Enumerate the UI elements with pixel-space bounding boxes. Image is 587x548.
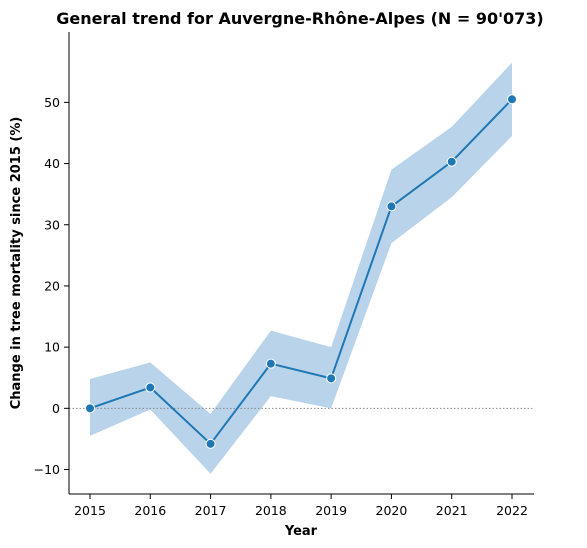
x-tick-label: 2016 [134,503,166,518]
x-tick-label: 2022 [496,503,528,518]
y-tick-label: 40 [44,156,60,171]
plot-area [69,62,534,474]
x-tick-label: 2015 [74,503,106,518]
data-point-2020 [386,201,397,212]
x-tick-label: 2018 [255,503,287,518]
confidence-band [90,62,512,474]
data-point-2015 [85,403,95,414]
y-tick-label: 50 [44,95,60,110]
data-point-2018 [265,358,276,369]
y-tick-label: 10 [44,340,60,355]
data-point-2021 [446,156,457,167]
data-point-2017 [205,438,216,449]
y-tick-label: −10 [34,462,60,477]
x-tick-label: 2021 [436,503,468,518]
x-tick-label: 2019 [315,503,347,518]
data-point-2022 [507,94,517,105]
y-axis-title: Change in tree mortality since 2015 (%) [9,117,24,410]
chart-title: General trend for Auvergne-Rhône-Alpes (… [56,9,543,28]
x-axis-ticks: 2015 2016 2017 2018 2019 2020 2021 2022 [74,494,528,518]
y-tick-label: 30 [44,217,60,232]
y-tick-label: 0 [52,401,60,416]
x-tick-label: 2020 [376,503,408,518]
y-tick-label: 20 [44,278,60,293]
x-tick-label: 2017 [195,503,227,518]
data-point-2016 [145,382,156,393]
x-axis-title: Year [284,524,318,539]
y-axis-ticks: −10 0 10 20 30 40 50 [34,95,69,477]
data-point-2019 [326,373,337,384]
series-line [89,98,513,445]
